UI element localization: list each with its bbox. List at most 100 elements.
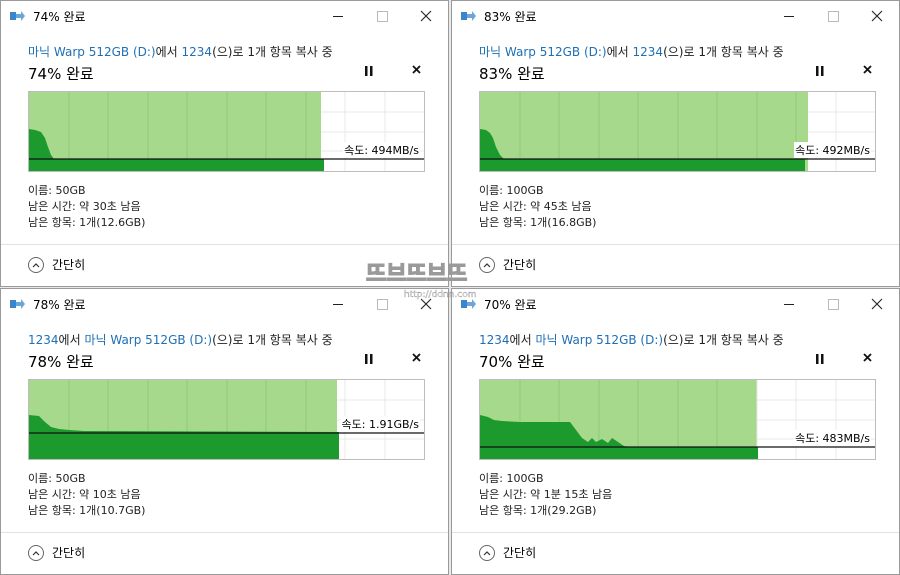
desc-end: (으)로 1개 항목 복사 중 xyxy=(212,333,333,347)
minimize-icon xyxy=(784,303,794,305)
desc-mid: 에서 xyxy=(155,45,182,59)
cancel-button[interactable] xyxy=(412,63,421,78)
desc-end: (으)로 1개 항목 복사 중 xyxy=(663,333,784,347)
progress-graph: 속도: 483MB/s xyxy=(479,379,876,460)
file-name: 이름: 50GB xyxy=(28,184,86,197)
minimize-button[interactable] xyxy=(767,289,811,319)
fewer-details-label: 간단히 xyxy=(503,258,537,272)
copy-dialog-78: 78% 완료 1234에서 마닉 Warp 512GB (D:)(으)로 1개 … xyxy=(0,288,449,575)
speed-chart xyxy=(29,380,424,459)
cancel-button[interactable] xyxy=(863,63,872,78)
items-remaining: 남은 항목: 1개(12.6GB) xyxy=(28,216,146,229)
pause-button[interactable] xyxy=(816,353,824,367)
pause-icon xyxy=(816,354,824,364)
desc-end: (으)로 1개 항목 복사 중 xyxy=(212,45,333,59)
pause-button[interactable] xyxy=(365,65,373,79)
stop-icon xyxy=(863,353,872,362)
chevron-up-icon xyxy=(479,544,495,561)
source-link[interactable]: 1234 xyxy=(28,333,59,347)
copy-description: 마닉 Warp 512GB (D:)에서 1234(으)로 1개 항목 복사 중 xyxy=(28,43,333,60)
close-button[interactable] xyxy=(855,289,899,319)
maximize-icon xyxy=(376,10,388,22)
copy-arrow-icon xyxy=(10,299,25,309)
title-bar[interactable]: 74% 완료 xyxy=(1,1,448,31)
desc-end: (으)로 1개 항목 복사 중 xyxy=(663,45,784,59)
desc-mid: 에서 xyxy=(58,333,85,347)
desc-mid: 에서 xyxy=(509,333,536,347)
pause-button[interactable] xyxy=(816,65,824,79)
source-link[interactable]: 마닉 Warp 512GB (D:) xyxy=(28,45,156,59)
progress-graph: 속도: 492MB/s xyxy=(479,91,876,172)
speed-label: 속도: 483MB/s xyxy=(794,430,871,446)
maximize-button[interactable] xyxy=(360,289,404,319)
destination-link[interactable]: 마닉 Warp 512GB (D:) xyxy=(84,333,213,347)
copy-arrow-icon xyxy=(461,11,476,21)
minimize-icon xyxy=(333,15,343,17)
copy-description: 마닉 Warp 512GB (D:)에서 1234(으)로 1개 항목 복사 중 xyxy=(479,43,784,60)
maximize-icon xyxy=(376,298,388,310)
progress-graph: 속도: 494MB/s xyxy=(28,91,425,172)
maximize-icon xyxy=(827,298,839,310)
maximize-button[interactable] xyxy=(811,289,855,319)
fewer-details-button[interactable]: 간단히 xyxy=(28,544,85,561)
time-remaining: 남은 시간: 약 1분 15초 남음 xyxy=(479,488,613,501)
items-remaining: 남은 항목: 1개(29.2GB) xyxy=(479,504,597,517)
destination-link[interactable]: 1234 xyxy=(632,45,664,59)
close-button[interactable] xyxy=(855,1,899,31)
source-link[interactable]: 1234 xyxy=(479,333,510,347)
destination-link[interactable]: 1234 xyxy=(181,45,213,59)
percent-complete: 70% 완료 xyxy=(479,353,545,371)
minimize-icon xyxy=(784,15,794,17)
cancel-button[interactable] xyxy=(863,351,872,366)
maximize-button[interactable] xyxy=(360,1,404,31)
pause-button[interactable] xyxy=(365,353,373,367)
time-remaining: 남은 시간: 약 10초 남음 xyxy=(28,488,141,501)
source-link[interactable]: 마닉 Warp 512GB (D:) xyxy=(479,45,607,59)
copy-description: 1234에서 마닉 Warp 512GB (D:)(으)로 1개 항목 복사 중 xyxy=(28,331,333,348)
divider xyxy=(452,244,899,245)
speed-label: 속도: 492MB/s xyxy=(794,142,871,158)
close-icon xyxy=(871,298,883,310)
close-button[interactable] xyxy=(404,289,448,319)
speed-label: 속도: 1.91GB/s xyxy=(340,416,420,432)
file-name: 이름: 100GB xyxy=(479,472,544,485)
file-name: 이름: 100GB xyxy=(479,184,544,197)
minimize-button[interactable] xyxy=(316,1,360,31)
copy-dialog-74: 74% 완료 마닉 Warp 512GB (D:)에서 1234(으)로 1개 … xyxy=(0,0,449,287)
cancel-button[interactable] xyxy=(412,351,421,366)
chevron-up-icon xyxy=(479,256,495,273)
pause-icon xyxy=(365,66,373,76)
time-remaining: 남은 시간: 약 45초 남음 xyxy=(479,200,592,213)
pause-icon xyxy=(365,354,373,364)
title-bar[interactable]: 83% 완료 xyxy=(452,1,899,31)
stop-icon xyxy=(863,65,872,74)
title-bar[interactable]: 78% 완료 xyxy=(1,289,448,319)
minimize-button[interactable] xyxy=(767,1,811,31)
minimize-button[interactable] xyxy=(316,289,360,319)
maximize-button[interactable] xyxy=(811,1,855,31)
divider xyxy=(452,532,899,533)
fewer-details-label: 간단히 xyxy=(52,258,86,272)
speed-area xyxy=(29,415,339,459)
close-button[interactable] xyxy=(404,1,448,31)
window-title: 70% 완료 xyxy=(484,298,537,312)
divider xyxy=(1,244,448,245)
stop-icon xyxy=(412,65,421,74)
copy-dialog-70: 70% 완료 1234에서 마닉 Warp 512GB (D:)(으)로 1개 … xyxy=(451,288,900,575)
copy-dialog-83: 83% 완료 마닉 Warp 512GB (D:)에서 1234(으)로 1개 … xyxy=(451,0,900,287)
desc-mid: 에서 xyxy=(606,45,633,59)
chevron-up-icon xyxy=(28,256,44,273)
fewer-details-button[interactable]: 간단히 xyxy=(479,256,536,273)
speed-chart xyxy=(29,92,424,171)
title-bar[interactable]: 70% 완료 xyxy=(452,289,899,319)
destination-link[interactable]: 마닉 Warp 512GB (D:) xyxy=(535,333,664,347)
file-name: 이름: 50GB xyxy=(28,472,86,485)
window-title: 78% 완료 xyxy=(33,298,86,312)
fewer-details-button[interactable]: 간단히 xyxy=(28,256,85,273)
fewer-details-button[interactable]: 간단히 xyxy=(479,544,536,561)
progress-fill xyxy=(480,92,808,171)
items-remaining: 남은 항목: 1개(10.7GB) xyxy=(28,504,146,517)
speed-area xyxy=(480,415,758,459)
copy-description: 1234에서 마닉 Warp 512GB (D:)(으)로 1개 항목 복사 중 xyxy=(479,331,784,348)
percent-complete: 83% 완료 xyxy=(479,65,545,83)
